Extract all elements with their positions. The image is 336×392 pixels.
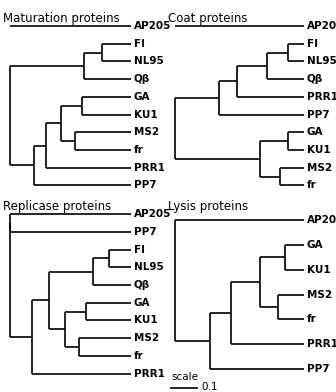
Text: MS2: MS2 <box>307 290 332 299</box>
Text: GA: GA <box>134 298 150 308</box>
Text: AP205: AP205 <box>134 21 171 31</box>
Text: KU1: KU1 <box>307 265 330 275</box>
Text: KU1: KU1 <box>134 109 158 120</box>
Text: PRR1: PRR1 <box>307 339 336 349</box>
Text: FI: FI <box>307 39 318 49</box>
Text: NL95: NL95 <box>307 56 336 66</box>
Text: PP7: PP7 <box>307 109 329 120</box>
Text: Coat proteins: Coat proteins <box>168 12 248 25</box>
Text: FI: FI <box>134 245 145 254</box>
Text: GA: GA <box>307 240 323 250</box>
Text: AP205: AP205 <box>134 209 171 219</box>
Text: scale: scale <box>171 372 198 383</box>
Text: PP7: PP7 <box>307 364 329 374</box>
Text: fr: fr <box>307 314 317 325</box>
Text: Qβ: Qβ <box>134 280 150 290</box>
Text: AP205: AP205 <box>307 21 336 31</box>
Text: AP205: AP205 <box>307 215 336 225</box>
Text: MS2: MS2 <box>134 127 159 137</box>
Text: KU1: KU1 <box>307 145 330 155</box>
Text: fr: fr <box>134 145 143 155</box>
Text: FI: FI <box>134 39 145 49</box>
Text: NL95: NL95 <box>134 56 164 66</box>
Text: GA: GA <box>307 127 323 137</box>
Text: PRR1: PRR1 <box>134 368 165 379</box>
Text: MS2: MS2 <box>134 333 159 343</box>
Text: MS2: MS2 <box>307 163 332 172</box>
Text: Qβ: Qβ <box>134 74 150 84</box>
Text: fr: fr <box>134 351 143 361</box>
Text: Lysis proteins: Lysis proteins <box>168 200 248 213</box>
Text: 0.1: 0.1 <box>202 382 218 392</box>
Text: Maturation proteins: Maturation proteins <box>3 12 120 25</box>
Text: Qβ: Qβ <box>307 74 323 84</box>
Text: PP7: PP7 <box>134 180 157 191</box>
Text: PRR1: PRR1 <box>307 92 336 102</box>
Text: Replicase proteins: Replicase proteins <box>3 200 112 213</box>
Text: PP7: PP7 <box>134 227 157 237</box>
Text: fr: fr <box>307 180 317 191</box>
Text: GA: GA <box>134 92 150 102</box>
Text: KU1: KU1 <box>134 316 158 325</box>
Text: PRR1: PRR1 <box>134 163 165 172</box>
Text: NL95: NL95 <box>134 262 164 272</box>
